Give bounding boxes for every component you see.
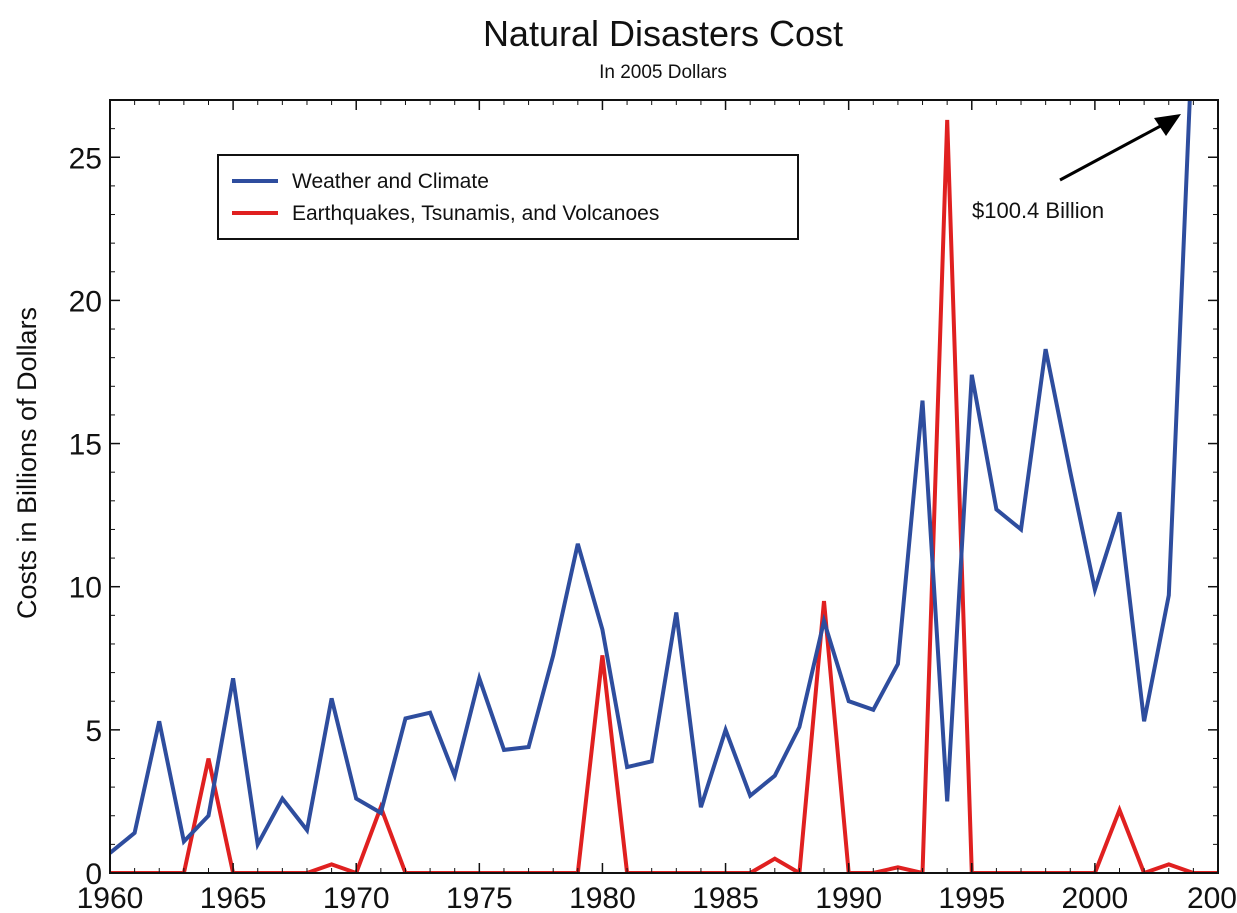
x-tick-label-2005: 200 [1187, 882, 1237, 913]
y-axis-label: Costs in Billions of Dollars [12, 307, 42, 619]
plot-frame [109, 99, 1219, 874]
x-tick-label-2000: 2000 [1062, 882, 1129, 913]
x-tick-label-1995: 1995 [938, 882, 1005, 913]
legend-box [217, 154, 799, 240]
annotation-arrowhead [1154, 114, 1181, 136]
x-tick-label-1960: 1960 [77, 882, 144, 913]
chart-title: Natural Disasters Cost [483, 13, 843, 54]
y-tick-label-15: 15 [69, 429, 102, 462]
y-tick-label-20: 20 [69, 285, 102, 318]
y-tick-label-25: 25 [69, 142, 102, 175]
legend-label-weather-and-climate: Weather and Climate [292, 170, 489, 193]
annotation-label: $100.4 Billion [972, 198, 1104, 223]
annotation: $100.4 Billion [972, 114, 1181, 223]
x-tick-label-1990: 1990 [815, 882, 882, 913]
series-layer [110, 100, 1218, 873]
x-tick-label-1985: 1985 [692, 882, 759, 913]
axis-layer: 0 5 10 15 20 25 1960 1965 1970 1975 1980 1985 1990 19… [69, 99, 1237, 913]
y-tick-label-10: 10 [69, 572, 102, 605]
x-tick-label-1980: 1980 [569, 882, 636, 913]
legend-label-earthquakes-tsunamis-volcanoes: Earthquakes, Tsunamis, and Volcanoes [292, 202, 659, 225]
annotation-arrow-line [1059, 120, 1169, 182]
y-tick-label-0: 0 [85, 858, 102, 891]
x-tick-label-1970: 1970 [323, 882, 390, 913]
y-tick-label-5: 5 [85, 715, 102, 748]
legend: Weather and Climate Earthquakes, Tsunami… [217, 154, 799, 240]
chart-subtitle: In 2005 Dollars [599, 62, 727, 83]
series-line-weather-and-climate [110, 100, 1192, 855]
x-tick-label-1965: 1965 [200, 882, 267, 913]
x-tick-label-1975: 1975 [446, 882, 513, 913]
